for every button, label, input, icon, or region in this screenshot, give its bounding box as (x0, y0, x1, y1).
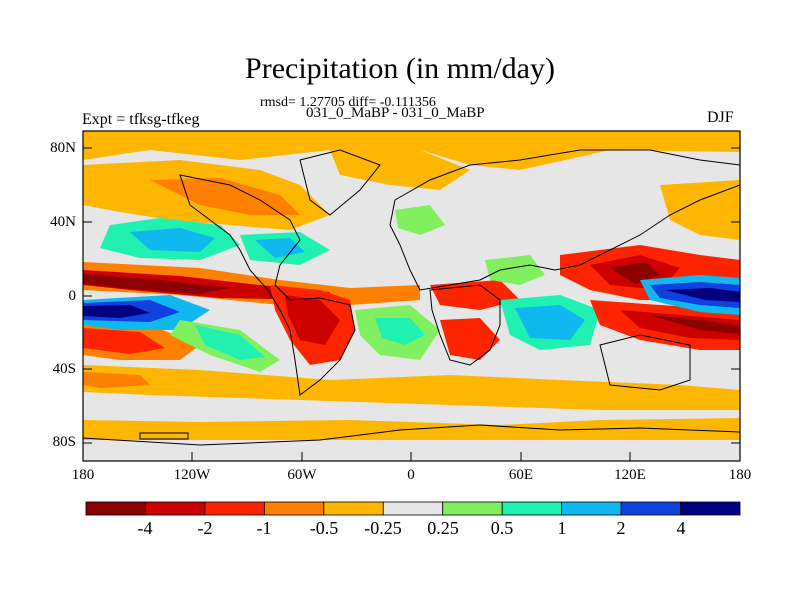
y-tick-label: 40S (52, 361, 76, 377)
americas-outline (179, 174, 356, 396)
colorbar-box (85, 501, 146, 516)
south-west-pacific-dry-max (650, 315, 740, 334)
colorbar-label: 2 (616, 518, 626, 538)
north-atlantic-band (330, 150, 470, 190)
colorbar-box (442, 501, 503, 516)
colorbar-box (501, 501, 563, 516)
subtitle: 031_0_MaBP - 031_0_MaBP (306, 105, 485, 121)
australia-outline (599, 334, 691, 391)
colorbar-box (620, 501, 681, 516)
colorbar-label: 1 (557, 518, 567, 538)
x-tick-label: 180 (728, 467, 752, 483)
equatorial-dry-core (83, 270, 330, 300)
colorbar-box (263, 501, 325, 516)
colorbar-label: 0.25 (427, 518, 459, 538)
stats-line: rmsd= 1.27705 diff= -0.111356 (260, 95, 436, 110)
y-tick-label: 0 (68, 288, 77, 304)
colorbar-box (382, 501, 444, 516)
colorbar-box (561, 501, 622, 516)
y-tick-label: 40N (50, 214, 76, 230)
europe-wet (395, 205, 445, 235)
colorbar (85, 501, 741, 516)
north-polar-band (83, 131, 740, 170)
antarctic-zero (83, 440, 740, 461)
greenland-outline (299, 149, 381, 216)
antarctica-outline (83, 424, 740, 446)
equatorial-dry-max (83, 274, 230, 294)
ross-shelf-outline (139, 432, 189, 440)
colorbar-label: -1 (256, 518, 272, 538)
northwest-pacific-dry (660, 180, 740, 240)
y-tick-label: 80S (52, 434, 76, 450)
north-america-wet-core (255, 238, 305, 258)
precip-field (83, 131, 740, 461)
continent-outlines (83, 149, 740, 446)
south-atlantic-wet-core (375, 318, 425, 345)
experiment-label: Expt = tfksg-tfkeg (82, 111, 200, 128)
x-tick-label: 180 (71, 467, 95, 483)
south-africa-dry (440, 318, 500, 360)
southern-midlat-band (83, 365, 740, 410)
north-pacific-wet-core (130, 228, 215, 252)
south-pacific-wet-streak-core (195, 325, 265, 360)
eurasia-outline (389, 149, 740, 291)
x-tick-label: 0 (407, 467, 415, 483)
axis-ticks (82, 147, 741, 461)
north-pacific-dry-core (150, 178, 300, 215)
south-pacific-dry-core (83, 328, 165, 354)
south-america-dry-core (285, 295, 340, 345)
equatorial-dry-band (83, 262, 420, 305)
west-pacific-dry-max (610, 262, 660, 284)
season-label: DJF (707, 109, 734, 126)
colorbar-box (204, 501, 265, 516)
y-tick-label: 80N (50, 140, 76, 156)
colorbar-box (145, 501, 206, 516)
x-tick-label: 120W (173, 467, 211, 483)
africa-outline (429, 284, 501, 366)
southern-midlat-core (83, 372, 150, 388)
colorbar-label: -0.25 (364, 518, 402, 538)
colorbar-box (680, 501, 741, 516)
colorbar-label: 0.5 (490, 518, 514, 538)
colorbar-label: -4 (137, 518, 153, 538)
plot-title: Precipitation (in mm/day) (245, 52, 555, 85)
colorbar-box (323, 501, 384, 516)
x-tick-label: 60W (287, 467, 317, 483)
pacific-itcz-wet-max (83, 305, 150, 318)
colorbar-label: -0.5 (309, 518, 339, 538)
colorbar-label: 4 (676, 518, 686, 538)
x-tick-label: 60E (508, 467, 534, 483)
arabia-wet (485, 255, 545, 285)
west-pacific-wet-max (665, 288, 740, 302)
indian-ocean-wet-core (515, 305, 585, 340)
colorbar-label: -2 (197, 518, 213, 538)
x-tick-label: 120E (614, 467, 646, 483)
south-west-pacific-dry-core (620, 310, 740, 340)
